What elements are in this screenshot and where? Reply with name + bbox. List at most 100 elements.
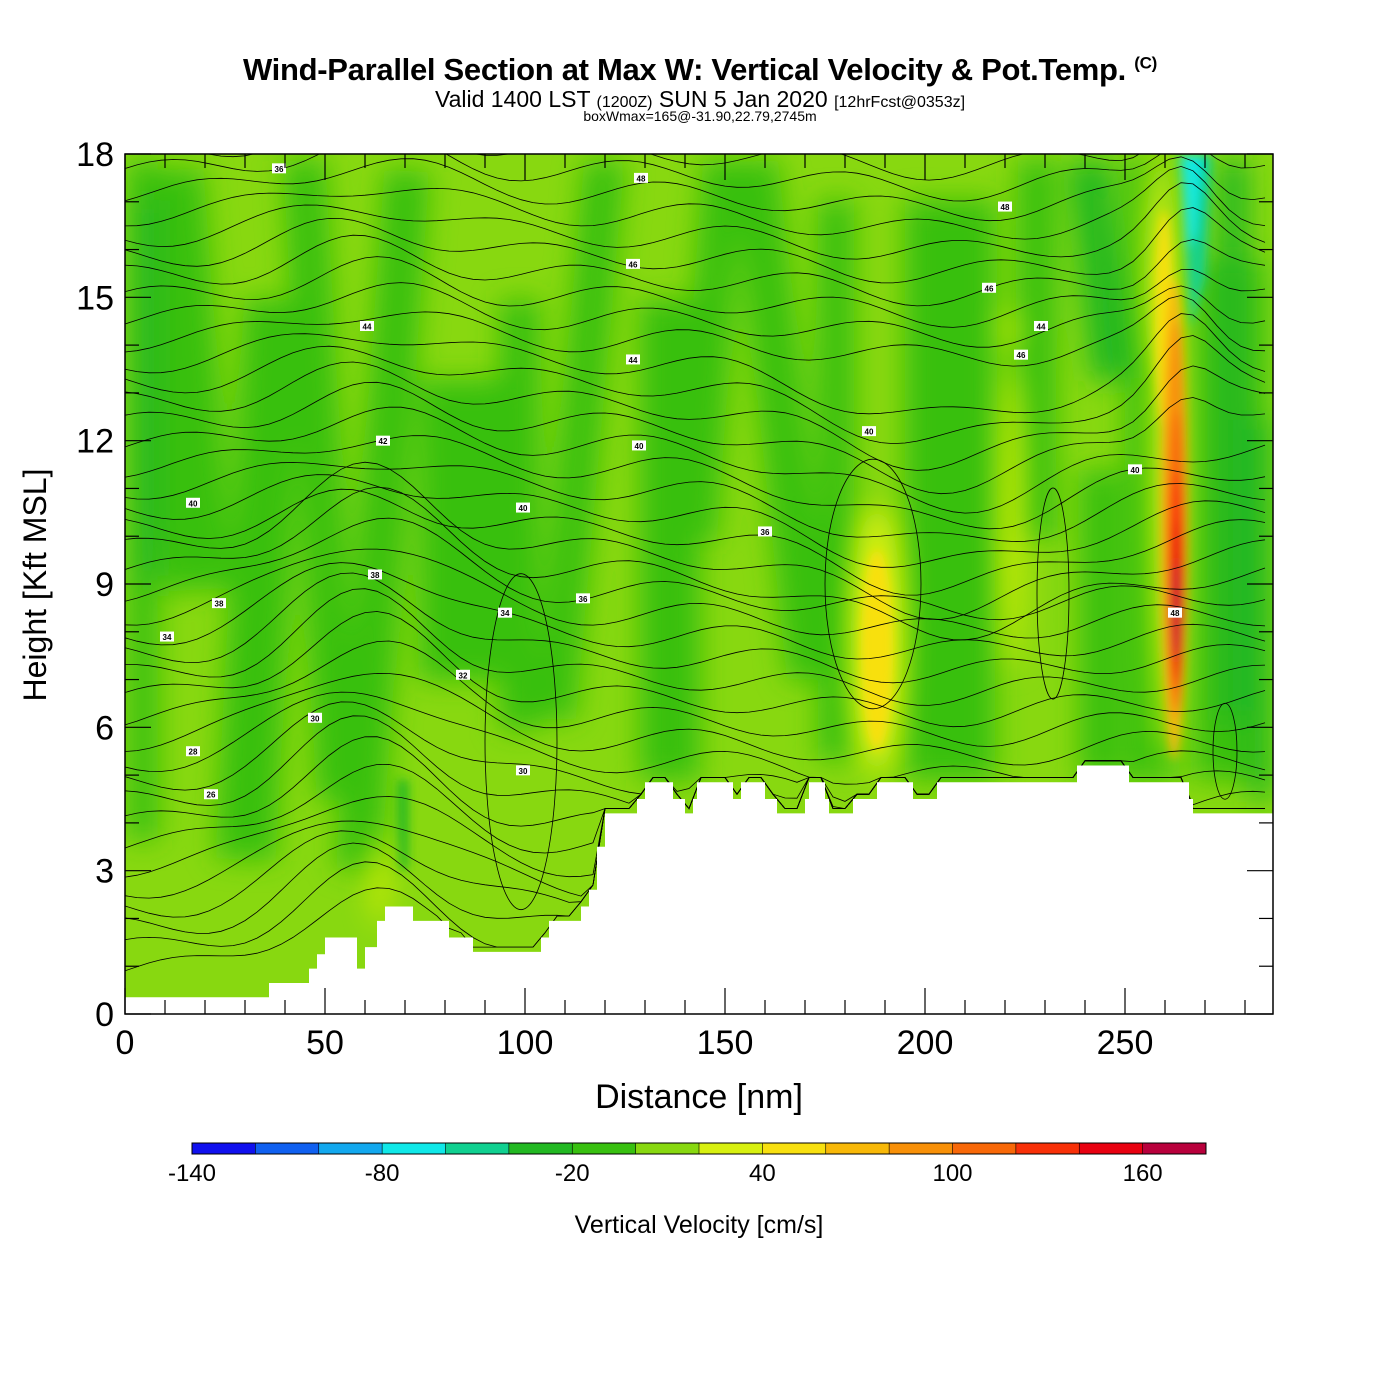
theta-contour-line [125,313,1266,415]
colorbar-swatch [635,1143,700,1154]
colorbar-swatch [825,1143,890,1154]
colorbar-swatch [952,1143,1017,1154]
contour-label: 40 [862,426,876,437]
colorbar-swatch [382,1143,446,1154]
theta-contour-line [125,486,1266,641]
theta-contour-line [125,406,1266,514]
theta-contour-line [125,588,1266,706]
downdraft-bands [128,158,1272,871]
colorbar-swatch [1142,1143,1207,1154]
theta-contour-loop [1212,702,1238,800]
contour-label: 36 [272,163,286,174]
theta-contour-line [125,548,1266,639]
svg-text:30: 30 [519,767,528,776]
svg-text:30: 30 [311,714,320,723]
x-tick-label: 200 [897,1024,954,1062]
theta-contour-line [125,691,1266,785]
theta-contour-line [125,488,1266,596]
contour-label: 36 [576,593,590,604]
contour-label: 36 [758,526,772,537]
svg-text:28: 28 [189,748,198,757]
y-tick-label: 12 [76,423,114,461]
contour-label: 40 [516,502,530,513]
theta-contour-line [125,611,1266,728]
x-tick-label: 250 [1097,1024,1154,1062]
theta-contour-line [125,461,1266,620]
colorbar-label: Vertical Velocity [cm/s] [575,1211,824,1239]
contour-label: 40 [1128,464,1142,475]
contour-label: 46 [982,282,996,293]
x-tick-label: 0 [116,1024,135,1062]
colorbar-tick-label: 40 [749,1160,776,1187]
contour-label: 44 [1034,321,1048,332]
contour-label: 34 [498,607,512,618]
colorbar-swatch [1079,1143,1144,1154]
updraft-core [861,210,1187,760]
colorbar: -140 -80 -20 40 100 160 [168,1142,1207,1187]
x-tick-label: 50 [306,1024,344,1062]
colorbar-swatch [699,1143,763,1154]
contour-label: 40 [632,440,646,451]
x-axis-label: Distance [nm] [595,1078,803,1116]
contour-label: 34 [160,631,174,642]
svg-text:40: 40 [635,442,644,451]
x-tick-label: 100 [497,1024,554,1062]
svg-text:44: 44 [363,323,372,332]
y-tick-label: 6 [95,709,114,747]
colorbar-swatch [192,1143,256,1154]
y-tick-label: 3 [95,853,114,891]
theta-contour-line [125,156,1266,222]
svg-text:38: 38 [215,600,224,609]
contour-label: 42 [376,435,390,446]
theta-contour-line [125,234,1266,307]
theta-contour-line [125,562,1266,660]
y-tick-label: 18 [76,136,114,174]
theta-contour-line [125,207,1266,284]
svg-text:34: 34 [163,633,172,642]
colorbar-swatch [445,1143,510,1154]
contour-label: 30 [308,712,322,723]
contour-label: 40 [186,497,200,508]
theta-contour-loop [1036,487,1070,700]
svg-text:46: 46 [985,284,994,293]
svg-text:36: 36 [275,165,284,174]
contour-label: 38 [212,598,226,609]
theta-contour-line [125,517,1266,621]
contour-label: 48 [998,201,1012,212]
contour-label: 32 [456,669,470,680]
x-tick-label: 150 [697,1024,754,1062]
colorbar-swatch [1015,1143,1080,1154]
valid-time-line: Valid 1400 LST (1200Z) SUN 5 Jan 2020 [1… [434,86,966,112]
theta-contour-line [125,165,1266,240]
theta-contour-line [125,474,1266,568]
colorbar-tick-label: -140 [168,1160,216,1187]
contour-label: 48 [634,172,648,183]
contour-label: 48 [1168,607,1182,618]
contour-label: 44 [360,321,374,332]
terrain-mask [125,765,1273,1014]
svg-text:32: 32 [459,671,468,680]
y-tick-label: 0 [95,996,114,1034]
contour-label: 38 [368,569,382,580]
theta-contour-line [125,381,1266,495]
colorbar-swatch [318,1143,383,1154]
y-tick-label: 15 [76,279,114,317]
colorbar-swatch [508,1143,573,1154]
svg-text:42: 42 [379,437,388,446]
theta-contour-line [125,640,1266,747]
contour-label: 28 [186,746,200,757]
colorbar-swatch [762,1143,827,1154]
theta-contour-line [125,154,1266,202]
svg-text:34: 34 [501,609,510,618]
theta-contour-labels: 36 48 48 46 46 44 44 44 46 42 40 40 40 40 40 36 38 38 36 34… [160,163,1182,800]
box-wmax-line: boxWmax=165@-31.90,22.79,2745m [583,108,817,124]
copyright-mark: (C) [1134,53,1157,73]
colorbar-swatch [255,1143,320,1154]
colorbar-tick-label: 160 [1123,1160,1163,1187]
x-axis: 0 50 100 150 200 250 [116,154,1246,1062]
svg-text:36: 36 [579,595,588,604]
contour-label: 46 [1014,349,1028,360]
theta-contours [125,154,1266,972]
svg-text:46: 46 [1017,351,1026,360]
